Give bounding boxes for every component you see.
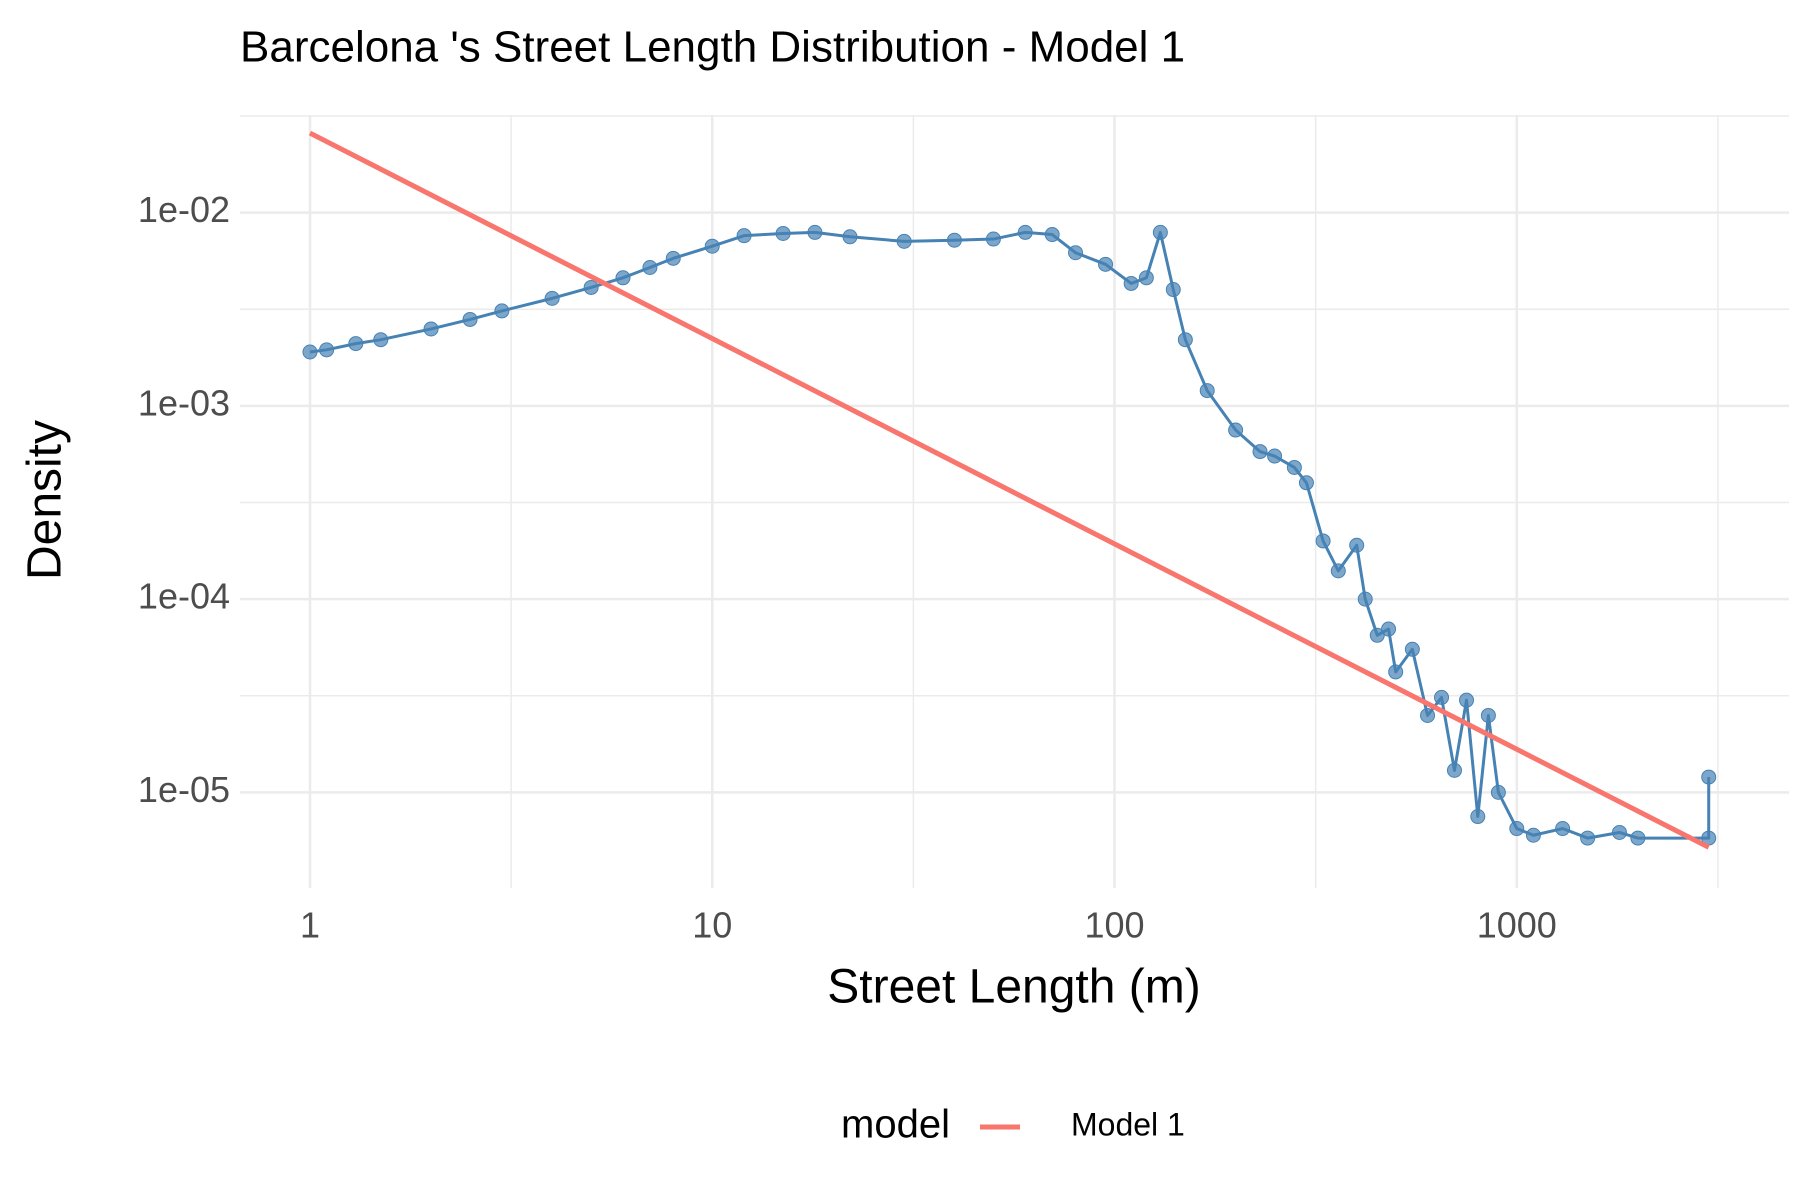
- data-point: [1446, 762, 1462, 778]
- data-point: [1420, 707, 1436, 723]
- data-point: [1404, 641, 1420, 657]
- x-tick-label: 1000: [1477, 905, 1557, 946]
- data-point: [1381, 621, 1397, 637]
- data-point: [1165, 282, 1181, 298]
- data-point: [544, 290, 560, 306]
- data-point: [615, 270, 631, 286]
- data-point: [1068, 245, 1084, 261]
- data-point: [1580, 830, 1596, 846]
- data-point: [704, 238, 720, 254]
- data-point: [842, 229, 858, 245]
- data-point: [1611, 824, 1627, 840]
- model-line: [308, 130, 1710, 850]
- data-line: [309, 230, 1711, 840]
- data-point: [373, 332, 389, 348]
- data-point: [1199, 383, 1215, 399]
- data-point: [583, 279, 599, 295]
- data-point: [1123, 275, 1139, 291]
- data-point: [1434, 689, 1450, 705]
- data-point: [1490, 784, 1506, 800]
- x-tick-label: 100: [1084, 905, 1144, 946]
- data-point: [1177, 332, 1193, 348]
- data-point: [807, 224, 823, 240]
- data-point: [462, 311, 478, 327]
- data-point: [1286, 459, 1302, 475]
- data-point: [348, 336, 364, 352]
- data-point: [1701, 769, 1717, 785]
- y-axis-title: Density: [19, 420, 72, 580]
- chart-title: Barcelona 's Street Length Distribution …: [240, 23, 1185, 72]
- y-tick-label: 1e-02: [138, 189, 230, 230]
- data-point: [1017, 224, 1033, 240]
- data-point: [1252, 444, 1268, 460]
- data-point: [1152, 224, 1168, 240]
- y-tick-label: 1e-03: [138, 382, 230, 423]
- data-point: [775, 225, 791, 241]
- data-point: [1267, 448, 1283, 464]
- data-point: [319, 342, 335, 358]
- data-point: [1369, 627, 1385, 643]
- legend-title: model: [841, 1103, 950, 1147]
- data-point: [1349, 537, 1365, 553]
- y-tick-label: 1e-05: [138, 769, 230, 810]
- data-point: [1357, 591, 1373, 607]
- data-point: [736, 228, 752, 244]
- data-point: [642, 260, 658, 276]
- data-point: [1138, 270, 1154, 286]
- x-axis-title: Street Length (m): [827, 961, 1201, 1014]
- data-point: [1315, 533, 1331, 549]
- data-point: [896, 233, 912, 249]
- x-tick-label: 1: [300, 905, 320, 946]
- data-point: [1388, 664, 1404, 680]
- data-point: [985, 231, 1001, 247]
- y-tick-label: 1e-04: [138, 576, 230, 617]
- data-point: [1509, 821, 1525, 837]
- legend-label: Model 1: [1071, 1106, 1185, 1142]
- data-point: [494, 303, 510, 319]
- data-point: [946, 232, 962, 248]
- data-point: [665, 250, 681, 266]
- data-point: [1330, 563, 1346, 579]
- data-point: [1044, 227, 1060, 243]
- data-point: [1470, 809, 1486, 825]
- data-point: [1555, 821, 1571, 837]
- data-point: [1298, 475, 1314, 491]
- data-point: [302, 344, 318, 360]
- x-tick-label: 10: [692, 905, 732, 946]
- data-point: [1630, 830, 1646, 846]
- data-point: [1459, 692, 1475, 708]
- data-point: [1098, 256, 1114, 272]
- data-point: [1525, 827, 1541, 843]
- data-point: [423, 321, 439, 337]
- data-point: [1480, 707, 1496, 723]
- data-point: [1228, 422, 1244, 438]
